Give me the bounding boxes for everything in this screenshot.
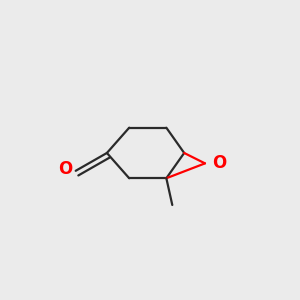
Text: O: O: [212, 154, 227, 172]
Text: O: O: [58, 160, 72, 178]
